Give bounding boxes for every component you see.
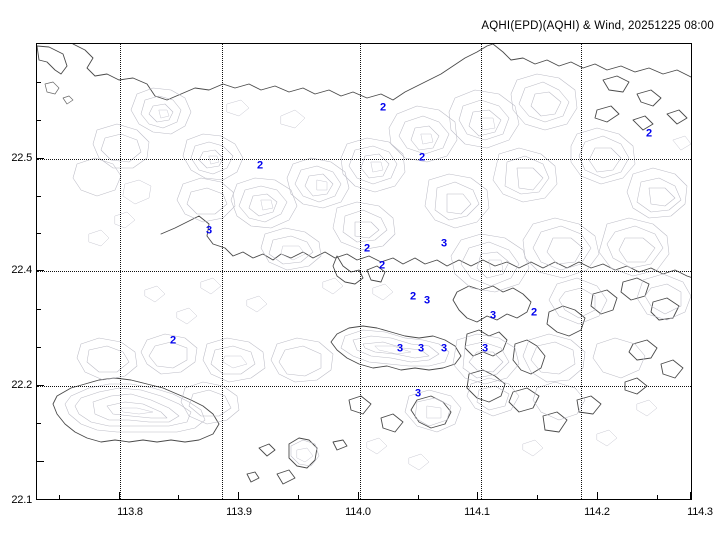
- xaxis-tick-label: 114.0: [345, 506, 371, 518]
- yaxis-major-tick: [36, 270, 44, 272]
- station-label: 3: [440, 237, 448, 250]
- xaxis-minor-tick: [657, 495, 659, 500]
- xaxis-tick-label: 114.3: [687, 506, 713, 518]
- xaxis-tick-label: 113.9: [226, 506, 252, 518]
- yaxis-minor-tick: [36, 82, 41, 84]
- gridline-y-22.4: [37, 271, 691, 272]
- station-label: 2: [379, 101, 387, 114]
- station-label: 3: [440, 342, 448, 355]
- xaxis-major-tick: [238, 492, 240, 500]
- yaxis-minor-tick: [36, 423, 41, 425]
- yaxis-minor-tick: [36, 309, 41, 311]
- yaxis-tick-label: 22.4: [11, 264, 32, 276]
- station-label: 2: [418, 151, 426, 164]
- gridline-y-22.5: [37, 159, 691, 160]
- map-plot-area[interactable]: .cst{fill:none;stroke:#4a4a4a;stroke-wid…: [36, 43, 692, 500]
- station-label: 3: [489, 309, 497, 322]
- yaxis-minor-tick: [36, 120, 41, 122]
- yaxis-tick-label: 22.2: [11, 379, 32, 391]
- yaxis-minor-tick: [36, 347, 41, 349]
- yaxis-tick-label: 22.1: [11, 494, 32, 506]
- xaxis-major-tick: [690, 492, 692, 500]
- chart-title: AQHI(EPD)(AQHI) & Wind, 20251225 08:00: [481, 20, 714, 32]
- yaxis-tick-label: 22.5: [11, 152, 32, 164]
- xaxis-tick-label: 113.8: [117, 506, 143, 518]
- yaxis-major-tick: [36, 461, 44, 463]
- station-label: 3: [481, 342, 489, 355]
- station-label: 3: [205, 224, 213, 237]
- station-label: 3: [417, 342, 425, 355]
- xaxis-minor-tick: [59, 495, 61, 500]
- gridline-y-22.2: [37, 386, 691, 387]
- xaxis-minor-tick: [178, 495, 180, 500]
- station-label: 3: [414, 387, 422, 400]
- station-label: 2: [530, 306, 538, 319]
- xaxis-tick-label: 114.2: [584, 506, 610, 518]
- map-graphic: .cst{fill:none;stroke:#4a4a4a;stroke-wid…: [37, 44, 691, 485]
- station-label: 3: [423, 294, 431, 307]
- station-label: 2: [409, 290, 417, 303]
- station-label: 2: [256, 159, 264, 172]
- station-label: 2: [169, 334, 177, 347]
- station-label: 2: [378, 259, 386, 272]
- xaxis-major-tick: [119, 492, 121, 500]
- station-label: 3: [396, 342, 404, 355]
- station-label: 2: [645, 127, 653, 140]
- yaxis-minor-tick: [36, 233, 41, 235]
- station-label: 2: [363, 242, 371, 255]
- xaxis-major-tick: [597, 492, 599, 500]
- xaxis-minor-tick: [298, 495, 300, 500]
- xaxis-major-tick: [477, 492, 479, 500]
- xaxis-minor-tick: [537, 495, 539, 500]
- xaxis-minor-tick: [418, 495, 420, 500]
- xaxis-tick-label: 114.1: [464, 506, 490, 518]
- yaxis-major-tick: [36, 158, 44, 160]
- xaxis-major-tick: [358, 492, 360, 500]
- yaxis-major-tick: [36, 385, 44, 387]
- yaxis-minor-tick: [36, 196, 41, 198]
